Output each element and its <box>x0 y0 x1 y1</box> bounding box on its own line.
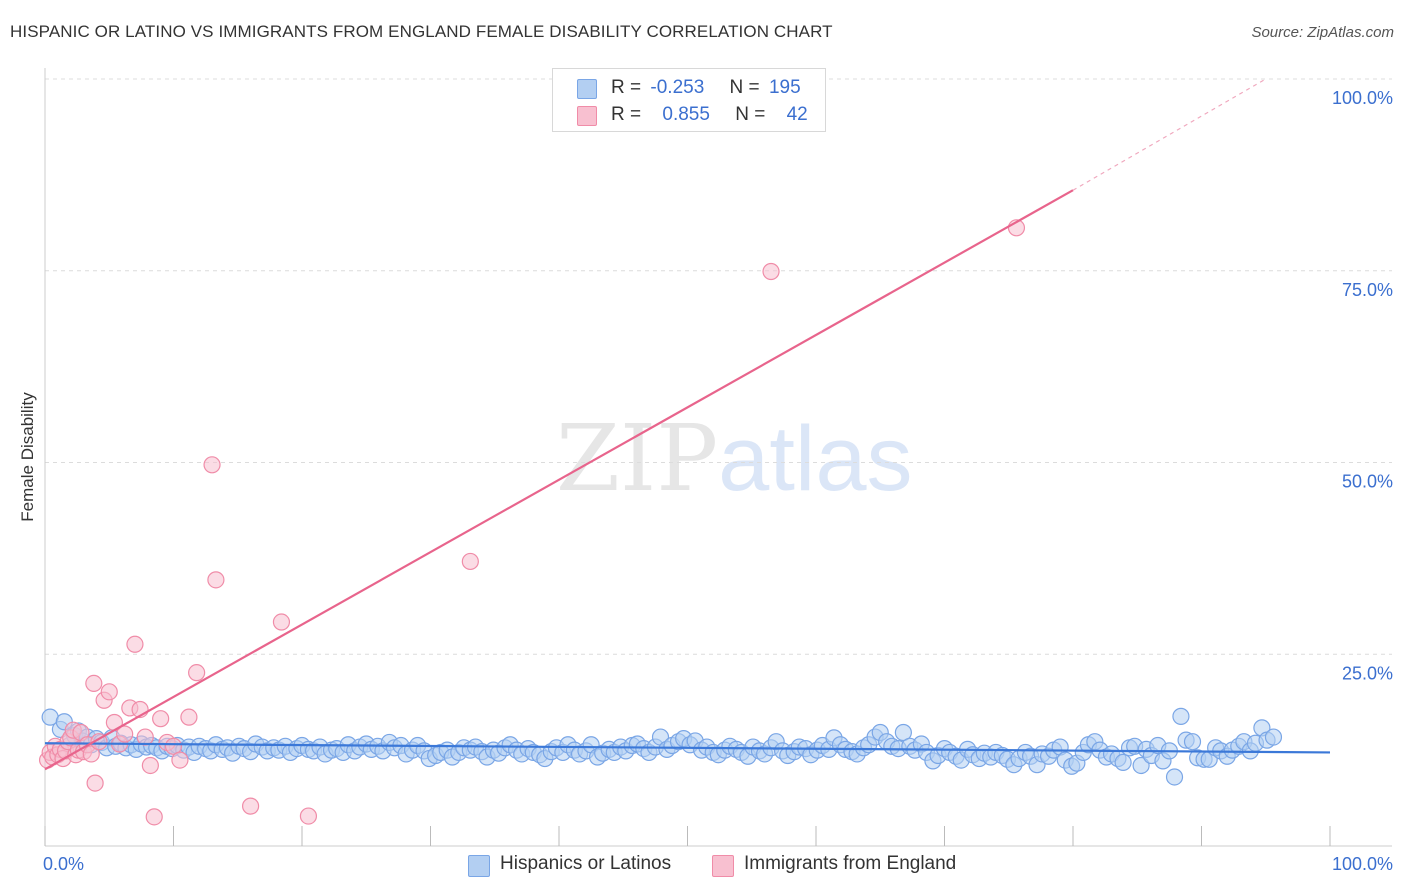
legend-r-label: R = <box>611 77 642 98</box>
point-england <box>86 774 104 792</box>
point-england <box>141 756 159 775</box>
correlation-legend: R = -0.253 N = 195 R = 0.855 N = 42 <box>552 68 826 132</box>
bottom-legend-swatch-hispanics <box>468 855 490 877</box>
legend-r-value: -0.253 <box>650 77 705 98</box>
axes <box>44 68 1392 847</box>
point-england <box>272 613 291 631</box>
source-label: Source: ZipAtlas.com <box>1251 24 1394 41</box>
bottom-legend-label-england: Immigrants from England <box>744 853 957 874</box>
point-england <box>242 797 260 815</box>
point-england <box>100 683 118 701</box>
watermark-zip: ZIP <box>556 405 719 512</box>
bottom-legend-swatch-england <box>712 855 734 877</box>
point-england <box>136 728 154 746</box>
point-england <box>126 635 144 653</box>
point-england <box>461 552 479 571</box>
point-hispanic <box>1172 707 1190 725</box>
y-tick-label: 50.0% <box>1342 472 1393 492</box>
point-hispanic <box>1183 733 1202 751</box>
watermark: ZIPatlas <box>556 405 913 512</box>
point-england <box>145 808 163 826</box>
point-england <box>188 664 206 682</box>
legend-stats-england: R = 0.855 N = 42 <box>611 104 808 126</box>
bottom-legend-label-hispanics: Hispanics or Latinos <box>500 853 672 874</box>
legend-swatch-england <box>577 106 597 126</box>
trend-line-england <box>44 189 1074 771</box>
point-england <box>85 674 103 692</box>
legend-stats-hispanics: R = -0.253 N = 195 <box>611 77 801 99</box>
point-england <box>207 571 225 589</box>
legend-n-label: N = <box>729 77 760 98</box>
point-england <box>299 807 318 825</box>
legend-n-label: N = <box>735 104 766 125</box>
point-hispanic <box>1132 756 1150 775</box>
data-points <box>38 219 1283 826</box>
legend-n-value: 195 <box>768 77 801 98</box>
point-england <box>180 708 198 726</box>
legend-r-label: R = <box>611 104 642 125</box>
point-england <box>171 751 189 769</box>
point-england <box>203 456 221 474</box>
x-tick-label: 0.0% <box>43 854 84 874</box>
point-hispanic <box>894 723 912 742</box>
chart-title: HISPANIC OR LATINO VS IMMIGRANTS FROM EN… <box>10 22 833 41</box>
point-england <box>152 710 170 728</box>
point-hispanic <box>1264 728 1283 746</box>
trend-extension-england <box>1072 78 1267 191</box>
y-tick-label: 75.0% <box>1342 280 1393 300</box>
gridlines <box>45 78 1392 655</box>
trend-line-hispanic <box>44 742 1331 754</box>
x-tick-label: 100.0% <box>1332 854 1393 874</box>
point-england <box>116 725 134 743</box>
watermark-atlas: atlas <box>718 408 913 510</box>
y-axis-title: Female Disability <box>18 392 37 522</box>
legend-r-value: 0.855 <box>662 104 710 125</box>
y-tick-label: 25.0% <box>1342 663 1393 683</box>
point-hispanic <box>1114 753 1132 771</box>
point-england <box>164 737 183 755</box>
point-hispanic <box>1165 768 1184 786</box>
point-england <box>762 262 780 281</box>
legend-n-value: 42 <box>786 104 808 125</box>
trend-lines <box>44 78 1331 771</box>
legend-swatch-hispanics <box>577 79 597 99</box>
y-tick-label: 100.0% <box>1332 88 1393 108</box>
point-england <box>82 745 100 763</box>
axis-labels: 100.0% 75.0% 50.0% 25.0% 0.0% 100.0% Female Di… <box>18 88 1393 874</box>
